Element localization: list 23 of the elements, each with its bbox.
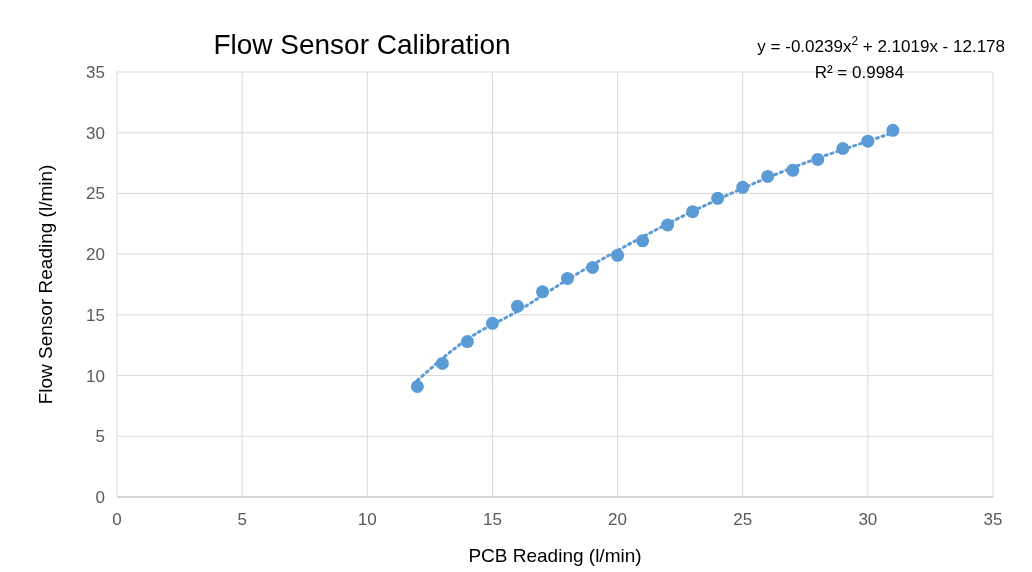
- y-tick-label: 25: [86, 184, 105, 204]
- x-tick-label: 20: [608, 510, 628, 529]
- y-tick-label: 20: [86, 245, 105, 265]
- point: [886, 123, 900, 137]
- y-tick-label: 0: [95, 488, 105, 507]
- x-tick-label: 15: [482, 510, 502, 529]
- text: y = -0.0239x$^{2}$ + 2.1019x - 12.178: [757, 34, 1005, 56]
- y-tick-label: 10: [86, 366, 105, 386]
- x-tick-label: 10: [357, 510, 377, 529]
- x-axis-title: PCB Reading (l/min): [468, 545, 642, 566]
- x-tick-label: 30: [858, 510, 878, 529]
- y-tick-label: 15: [86, 305, 105, 325]
- x-tick-label: 0: [112, 510, 122, 529]
- point: [410, 380, 424, 393]
- x-tick-label: 35: [983, 510, 1003, 529]
- y-tick-label: 5: [95, 427, 105, 447]
- x-tick-label: 25: [733, 510, 753, 529]
- y-tick-label: 35: [86, 63, 105, 82]
- chart-title: Flow Sensor Calibration: [213, 29, 511, 60]
- x-tick-label: 5: [237, 510, 247, 529]
- annotation: R² = 0.9984: [814, 63, 904, 82]
- y-tick-label: 30: [86, 123, 105, 143]
- y-axis-title: Flow Sensor Reading (l/min): [35, 164, 56, 405]
